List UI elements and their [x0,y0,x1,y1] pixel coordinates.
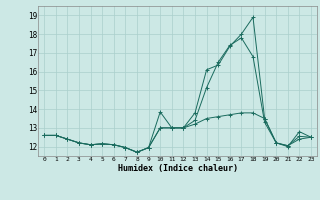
X-axis label: Humidex (Indice chaleur): Humidex (Indice chaleur) [118,164,238,173]
